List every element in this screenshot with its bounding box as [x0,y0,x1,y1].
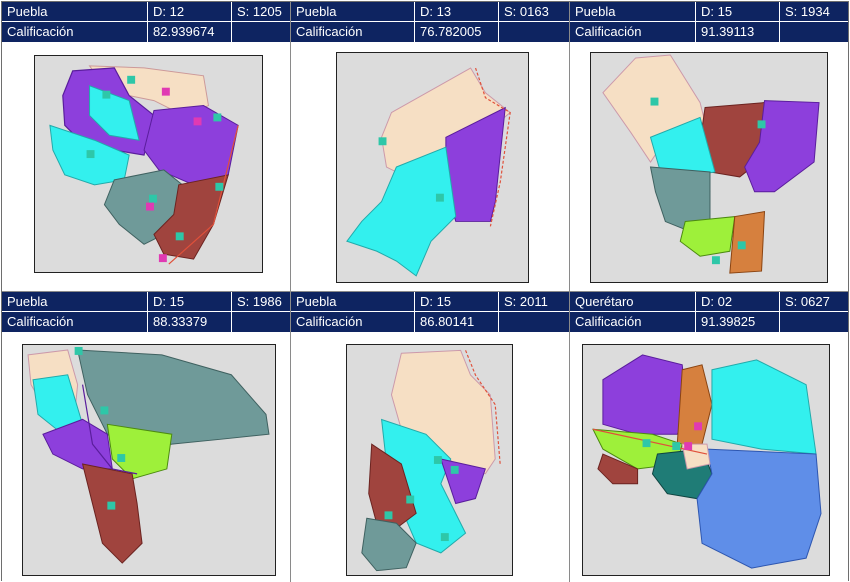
panel-1[interactable]: Puebla D: 12 S: 1205 Calificación 82.939… [2,2,291,292]
panel-2[interactable]: Puebla D: 13 S: 0163 Calificación 76.782… [291,2,570,292]
section-map [346,67,511,277]
section-label: S: 1205 [237,4,282,19]
section-label: S: 2011 [504,294,548,309]
map-view[interactable] [590,52,828,283]
district-label: D: 02 [696,292,780,311]
panel-header: Puebla D: 13 S: 0163 Calificación 76.782… [291,2,569,42]
district-label: D: 12 [148,2,232,21]
map-view[interactable] [346,344,513,576]
panel-5[interactable]: Puebla D: 15 S: 2011 Calificación 86.801… [291,292,570,582]
district-label: D: 15 [148,292,232,311]
section-label: S: 1934 [785,4,830,19]
rating-value: 88.33379 [148,312,232,332]
panel-6[interactable]: Querétaro D: 02 S: 0627 Calificación 91.… [570,292,848,582]
marker-e-icon [86,75,224,241]
map-view[interactable] [22,344,276,576]
district-label: D: 15 [415,292,499,311]
marker-c-icon [146,87,202,263]
rating-value: 82.939674 [148,22,232,42]
panel-header: Puebla D: 15 S: 1934 Calificación 91.391… [570,2,848,42]
city-label: Puebla [2,2,148,21]
section-label: S: 1986 [237,294,282,309]
section-map [49,65,239,265]
city-label: Puebla [2,292,148,311]
marker-e-icon [74,346,126,510]
rating-value: 91.39825 [696,312,780,332]
marker-e-icon [642,439,681,451]
marker-e-icon [384,456,459,542]
panel-4[interactable]: Puebla D: 15 S: 1986 Calificación 88.333… [2,292,291,582]
section-label: S: 0163 [504,4,549,19]
city-label: Querétaro [570,292,696,311]
city-label: Puebla [570,2,696,21]
map-view[interactable] [34,55,263,273]
rating-label: Calificación [291,22,415,42]
rating-label: Calificación [570,22,696,42]
panel-header: Puebla D: 15 S: 1986 Calificación 88.333… [2,292,290,332]
map-view[interactable] [582,344,830,576]
marker-c-icon [684,422,703,451]
city-label: Puebla [291,2,415,21]
rating-label: Calificación [570,312,696,332]
section-map [27,346,270,564]
section-map [602,54,820,274]
panel-header: Puebla D: 15 S: 2011 Calificación 86.801… [291,292,569,332]
rating-label: Calificación [2,312,148,332]
section-map [592,354,822,569]
map-view[interactable] [336,52,529,283]
rating-label: Calificación [291,312,415,332]
rating-value: 86.80141 [415,312,499,332]
city-label: Puebla [291,292,415,311]
panel-header: Puebla D: 12 S: 1205 Calificación 82.939… [2,2,290,42]
district-label: D: 15 [696,2,780,21]
marker-e-icon [650,97,766,265]
panel-3[interactable]: Puebla D: 15 S: 1934 Calificación 91.391… [570,2,848,292]
panel-header: Querétaro D: 02 S: 0627 Calificación 91.… [570,292,848,332]
rating-value: 91.39113 [696,22,780,42]
rating-label: Calificación [2,22,148,42]
section-label: S: 0627 [785,294,830,309]
section-map [361,349,501,572]
rating-value: 76.782005 [415,22,499,42]
marker-e-icon [378,137,444,202]
district-label: D: 13 [415,2,499,21]
